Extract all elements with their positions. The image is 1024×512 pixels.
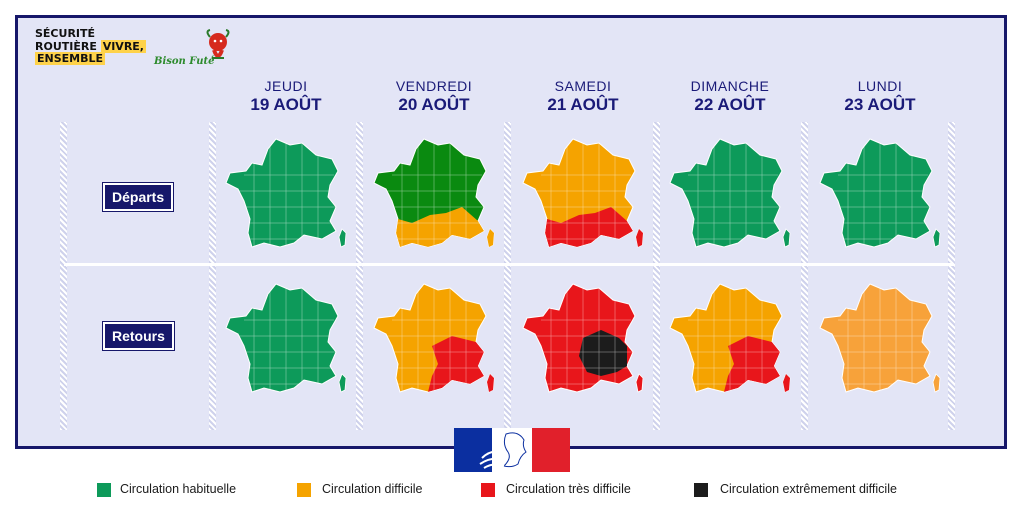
- france-map-retours-4: [669, 283, 791, 393]
- map-base-region: [225, 138, 339, 248]
- column-separator: [356, 122, 363, 430]
- column-separator: [60, 122, 67, 430]
- map-corsica: [635, 373, 644, 393]
- department-borders: [682, 286, 780, 392]
- row-label-retours: Retours: [102, 321, 175, 351]
- legend-swatch: [481, 483, 495, 497]
- map-corsica: [338, 373, 347, 393]
- department-borders: [238, 286, 336, 392]
- legend-swatch: [297, 483, 311, 497]
- day-date: 20 AOÛT: [398, 95, 470, 114]
- brand-line-2a: ROUTIÈRE: [35, 39, 97, 53]
- marianne-icon: [479, 432, 527, 469]
- map-corsica: [338, 228, 347, 248]
- column-separator: [653, 122, 660, 430]
- day-header-5: LUNDI 23 AOÛT: [818, 78, 942, 115]
- day-header-4: DIMANCHE 22 AOÛT: [668, 78, 792, 115]
- france-map-retours-2: [373, 283, 495, 393]
- column-separator: [801, 122, 808, 430]
- brand-line-1: SÉCURITÉ: [35, 27, 96, 40]
- brand-line-2b: VIVRE,: [100, 39, 146, 53]
- bison-fute-logo-text: Bison Futé: [154, 56, 215, 67]
- map-overlay-region: [724, 336, 780, 392]
- department-borders: [386, 141, 484, 247]
- legend-label: Circulation difficile: [322, 482, 423, 496]
- france-map-retours-3: [522, 283, 644, 393]
- bison-mascot-icon: [206, 29, 230, 59]
- securite-routiere-logo: SÉCURITÉ ROUTIÈRE VIVRE, ENSEMBLE: [35, 27, 146, 66]
- department-borders: [535, 141, 633, 247]
- map-corsica: [932, 373, 941, 393]
- france-map-retours-1: [225, 283, 347, 393]
- legend-swatch: [694, 483, 708, 497]
- day-date: 22 AOÛT: [694, 95, 766, 114]
- department-borders: [386, 286, 484, 392]
- column-separator: [504, 122, 511, 430]
- department-borders: [832, 141, 930, 247]
- brand-line-3: ENSEMBLE: [35, 52, 106, 65]
- department-borders: [682, 141, 780, 247]
- map-base-region: [225, 283, 339, 393]
- department-borders: [238, 141, 336, 247]
- day-date: 23 AOÛT: [844, 95, 916, 114]
- map-base-region: [819, 138, 933, 248]
- day-header-3: SAMEDI 21 AOÛT: [521, 78, 645, 115]
- day-name: DIMANCHE: [690, 78, 770, 94]
- row-divider: [64, 263, 954, 266]
- map-overlay-region: [428, 336, 484, 392]
- legend-label: Circulation extrêmement difficile: [720, 482, 897, 496]
- day-date: 19 AOÛT: [250, 95, 322, 114]
- map-base-region: [819, 283, 933, 393]
- france-map-retours-5: [819, 283, 941, 393]
- day-date: 21 AOÛT: [547, 95, 619, 114]
- day-name: VENDREDI: [395, 78, 473, 94]
- map-corsica-overlay: [487, 374, 494, 392]
- legend-label: Circulation très difficile: [506, 482, 631, 496]
- legend-label: Circulation habituelle: [120, 482, 237, 496]
- department-borders: [832, 286, 930, 392]
- day-name: LUNDI: [857, 78, 903, 94]
- map-corsica: [932, 228, 941, 248]
- legend-swatch: [97, 483, 111, 497]
- france-map-departs-2: [373, 138, 495, 248]
- map-corsica-overlay: [487, 229, 494, 247]
- day-name: SAMEDI: [554, 78, 612, 94]
- france-map-departs-1: [225, 138, 347, 248]
- france-map-departs-4: [669, 138, 791, 248]
- day-header-2: VENDREDI 20 AOÛT: [372, 78, 496, 115]
- map-corsica: [782, 228, 791, 248]
- day-name: JEUDI: [264, 78, 308, 94]
- row-label-departs: Départs: [101, 182, 175, 212]
- department-borders: [535, 286, 633, 392]
- map-corsica-overlay: [783, 374, 790, 392]
- france-map-departs-5: [819, 138, 941, 248]
- map-corsica-overlay: [636, 229, 643, 247]
- map-base-region: [669, 138, 783, 248]
- column-separator: [948, 122, 955, 430]
- day-header-1: JEUDI 19 AOÛT: [224, 78, 348, 115]
- column-separator: [209, 122, 216, 430]
- france-map-departs-3: [522, 138, 644, 248]
